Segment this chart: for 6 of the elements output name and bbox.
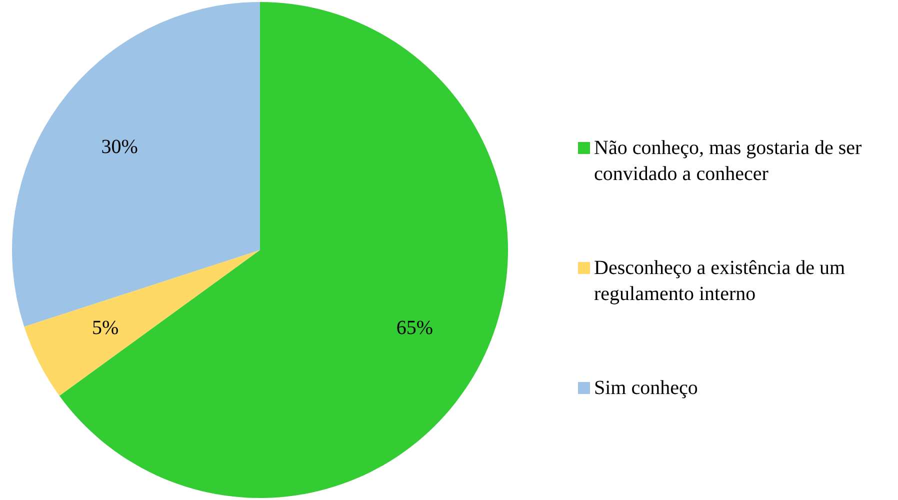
legend-label: Não conheço, mas gostaria de ser convidado a conhecer <box>594 136 863 187</box>
legend-label: Desconheço a existência de um regulamento interno <box>594 256 846 307</box>
data-label: 5% <box>92 317 119 340</box>
data-label: 65% <box>396 317 434 340</box>
legend-label: Sim conheço <box>594 376 698 401</box>
data-label: 30% <box>101 136 138 158</box>
